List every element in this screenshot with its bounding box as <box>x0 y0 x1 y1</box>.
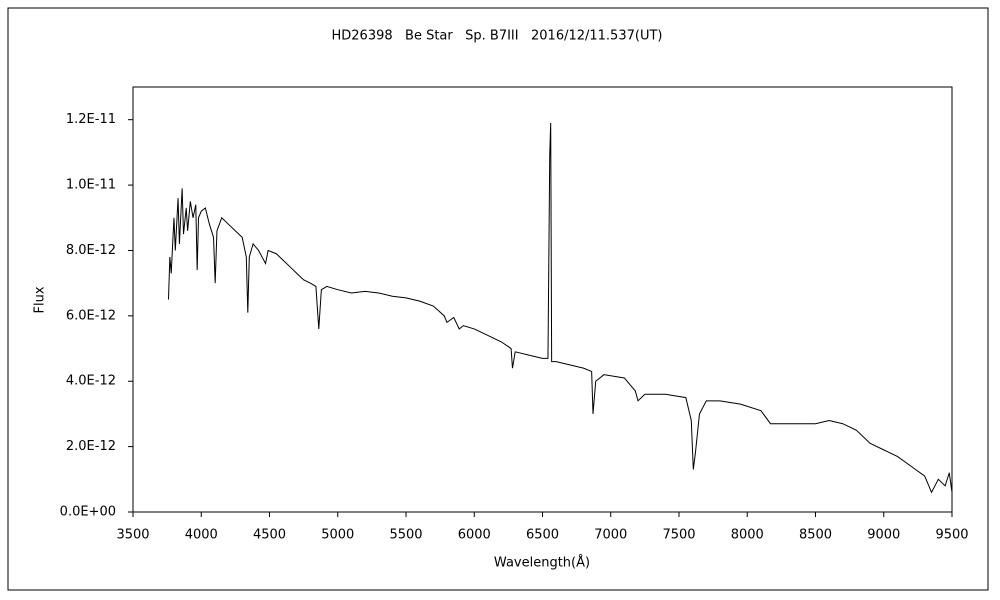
chart-title: HD26398 Be Star Sp. B7III 2016/12/11.537… <box>332 29 663 44</box>
y-tick-label: 8.0E-12 <box>66 243 116 258</box>
y-tick-label: 2.0E-12 <box>66 439 116 454</box>
y-tick-label: 1.2E-11 <box>66 112 116 127</box>
x-tick-label: 5000 <box>321 528 354 543</box>
x-tick-label: 7500 <box>662 528 695 543</box>
x-tick-label: 3500 <box>116 528 149 543</box>
spectrum-line <box>167 122 953 494</box>
x-axis-label: Wavelength(Å) <box>494 555 590 571</box>
frame <box>7 7 989 591</box>
x-tick-label: 6000 <box>458 528 491 543</box>
x-tick-label: 4500 <box>253 528 286 543</box>
y-tick-label: 1.0E-11 <box>66 178 116 193</box>
x-tick-label: 9500 <box>935 528 968 543</box>
x-tick-label: 6500 <box>526 528 559 543</box>
x-tick-label: 8500 <box>799 528 832 543</box>
y-tick-label: 6.0E-12 <box>66 308 116 323</box>
x-tick-label: 5500 <box>389 528 422 543</box>
y-axis-label: Flux <box>33 286 48 313</box>
y-tick-label: 4.0E-12 <box>66 374 116 389</box>
x-tick-label: 4000 <box>185 528 218 543</box>
x-tick-label: 7000 <box>594 528 627 543</box>
x-tick-label: 8000 <box>731 528 764 543</box>
x-tick-label: 9000 <box>867 528 900 543</box>
y-tick-label: 0.0E+00 <box>60 505 116 520</box>
